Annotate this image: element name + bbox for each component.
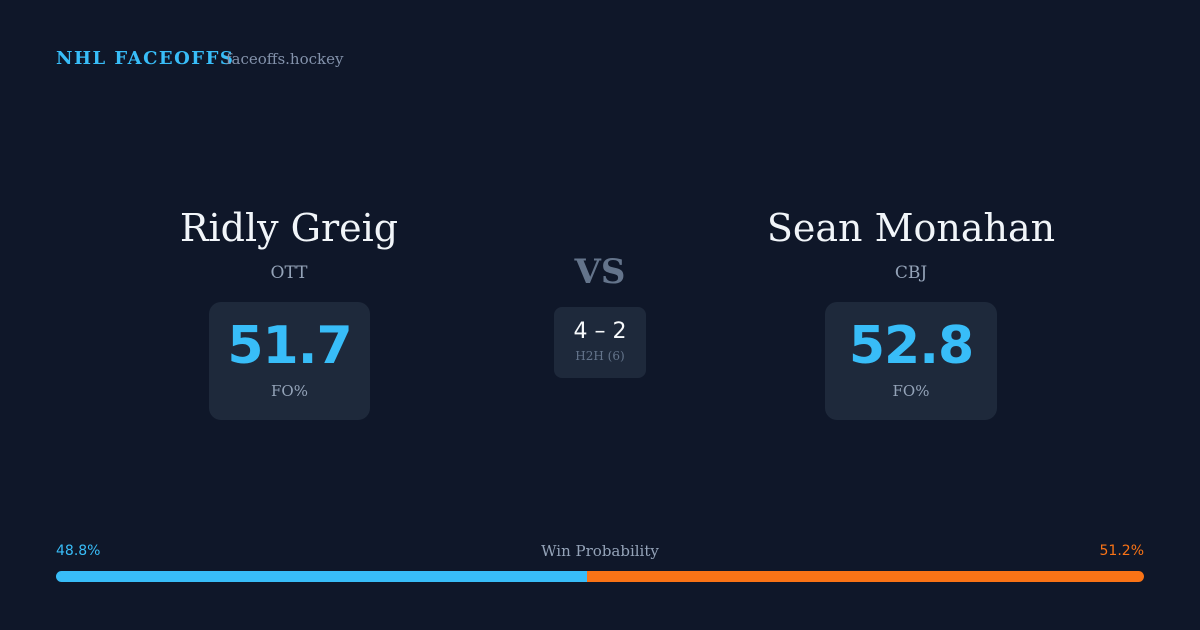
brand: NHL FACEOFFS [56, 48, 235, 69]
site: faceoffs.hockey [226, 50, 344, 68]
fo-box: 52.8 FO% [825, 302, 997, 420]
h2h-score: 4 – 2 [573, 319, 627, 344]
win-prob-segment [586, 571, 1144, 582]
win-prob-label: Win Probability [541, 542, 659, 560]
fo-label: FO% [271, 382, 308, 400]
win-prob-right: 51.2% [1099, 543, 1144, 559]
fo-pct: 52.8 [848, 316, 974, 376]
versus: VS [574, 252, 626, 292]
player-name: Ridly Greig [179, 206, 399, 250]
player-team: CBJ [894, 263, 928, 283]
win-prob-left: 48.8% [56, 543, 101, 559]
fo-box: 51.7 FO% [209, 302, 370, 420]
player-team: OTT [270, 263, 308, 283]
fo-pct: 51.7 [227, 316, 352, 376]
win-prob-bar [56, 571, 1144, 582]
win-prob-segment [56, 571, 587, 582]
player-name: Sean Monahan [766, 206, 1056, 250]
h2h-label: H2H (6) [575, 349, 625, 363]
h2h-box: 4 – 2 H2H (6) [554, 307, 646, 378]
fo-label: FO% [892, 382, 930, 400]
